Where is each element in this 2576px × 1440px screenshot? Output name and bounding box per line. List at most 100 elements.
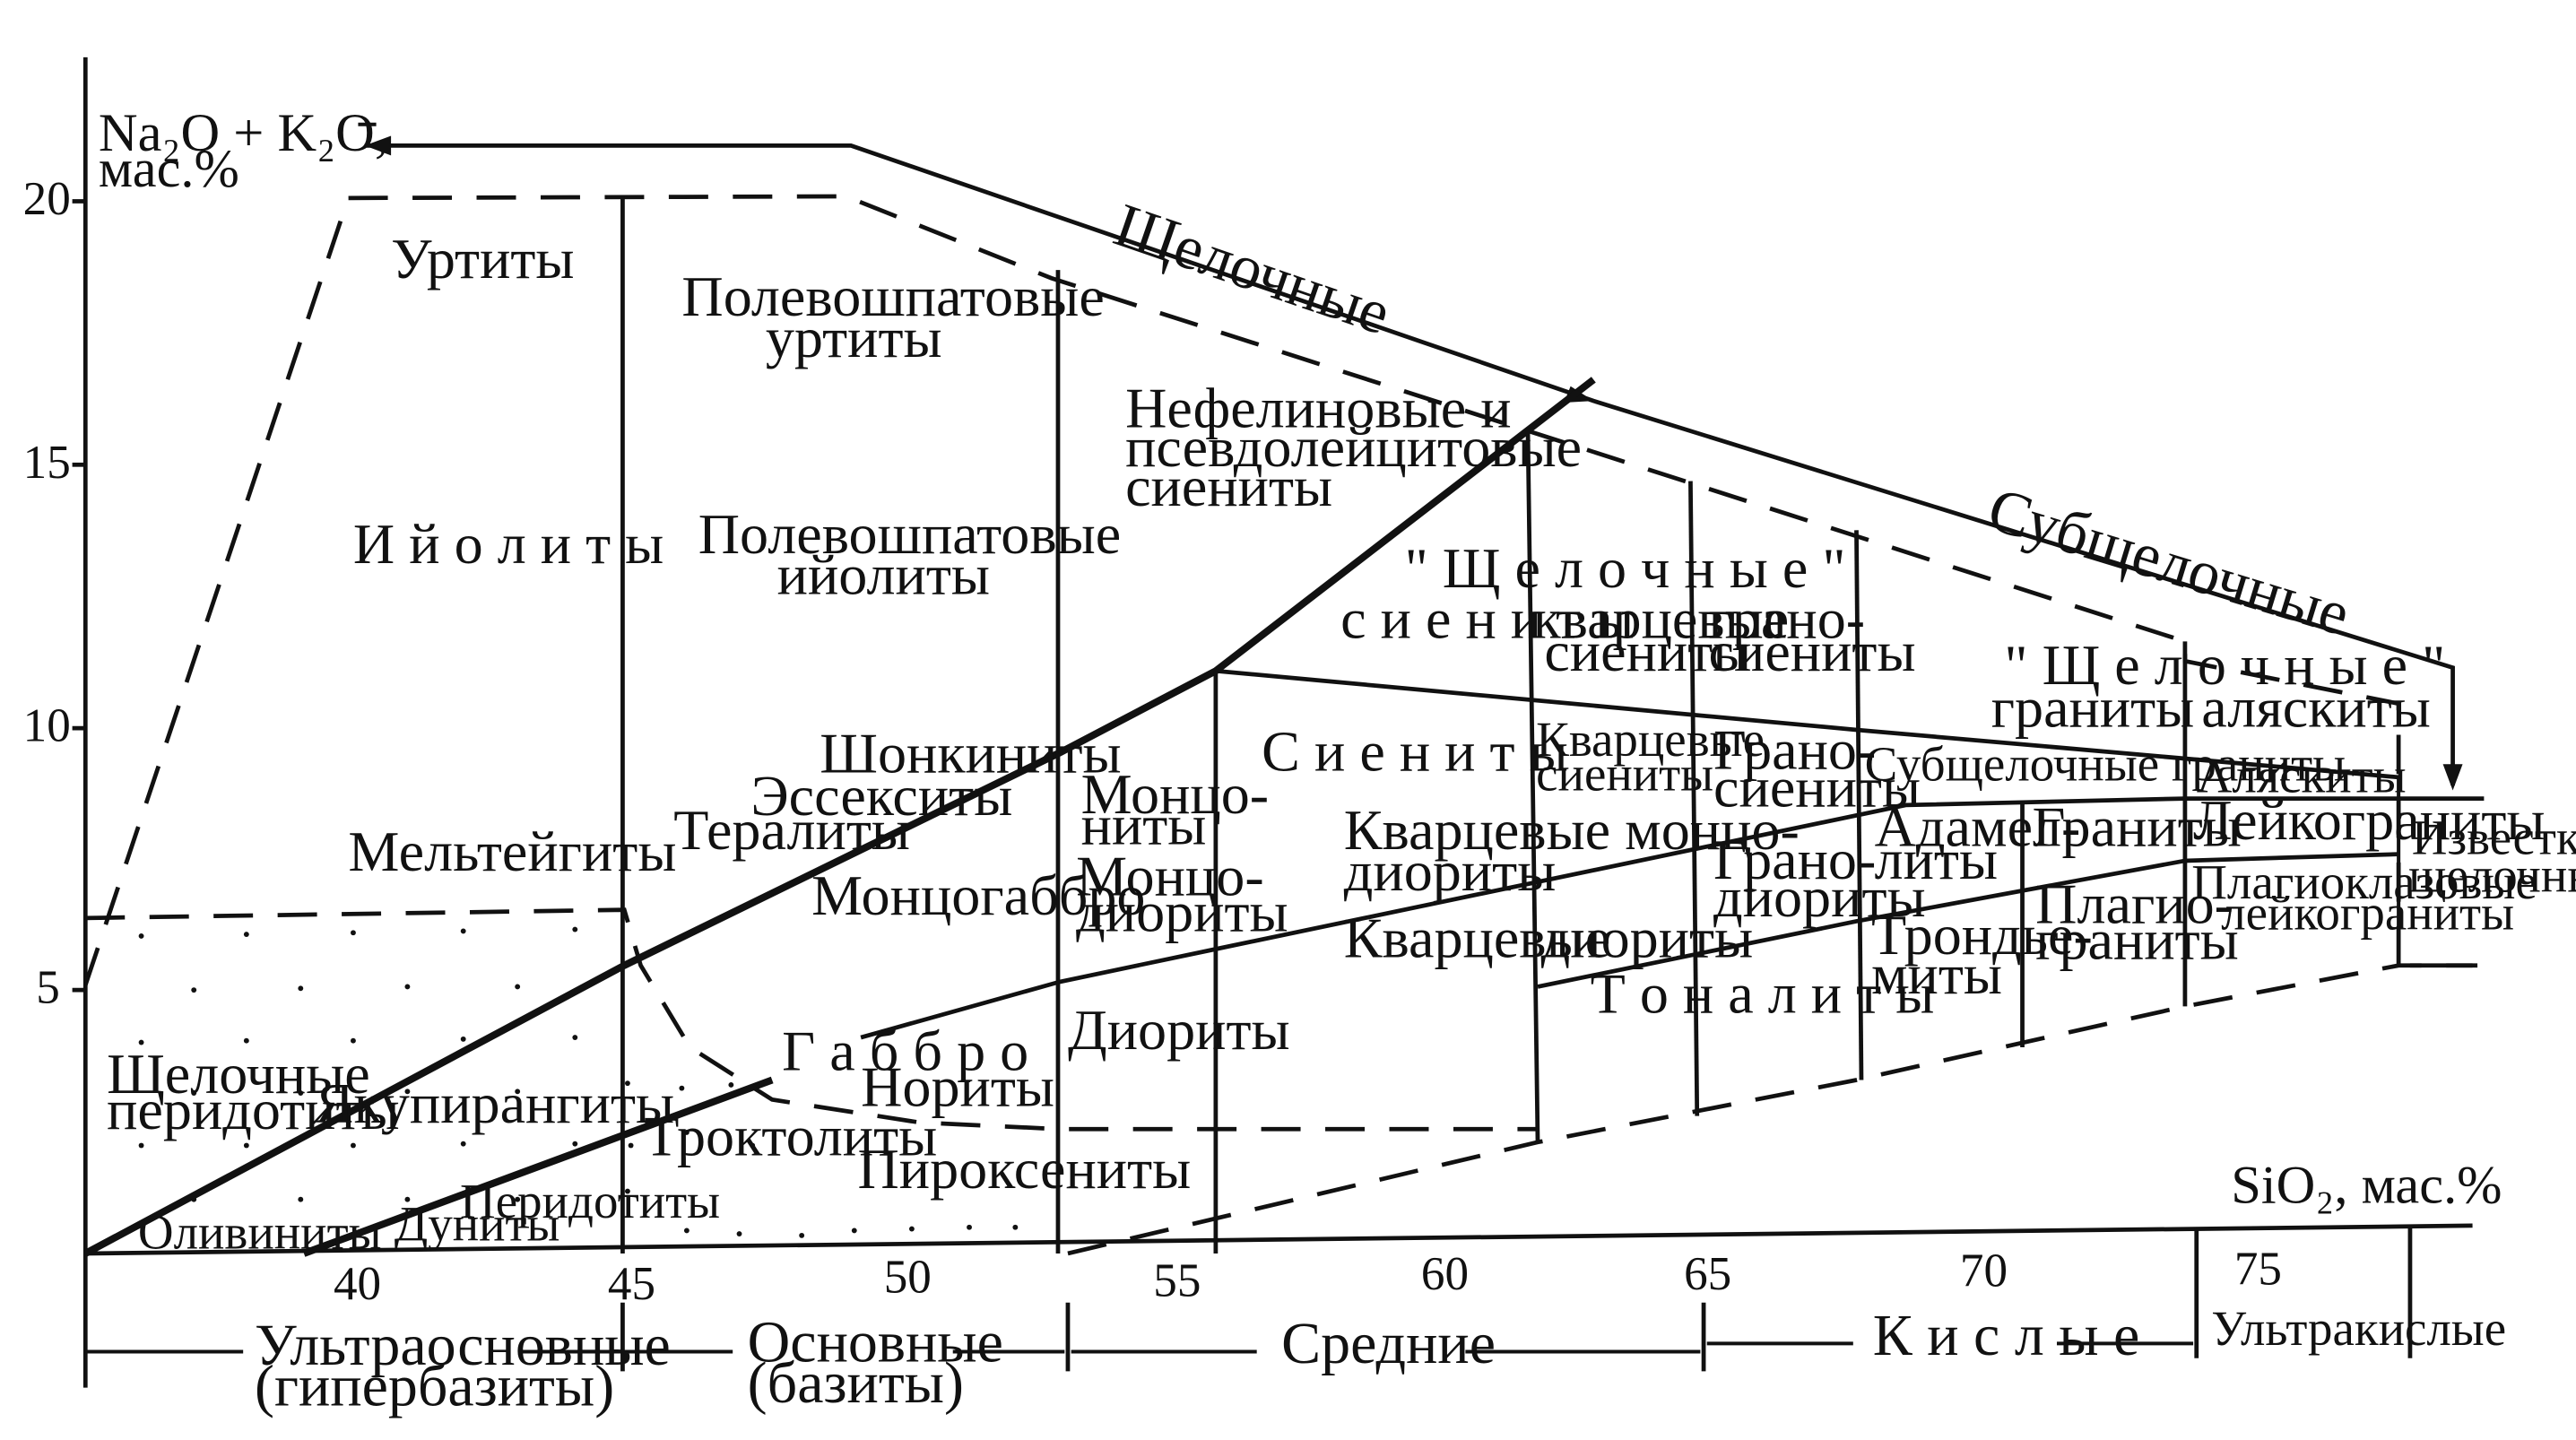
field-label: Плагиоклазовые [2191, 854, 2537, 909]
field-label: сиениты [1536, 747, 1713, 802]
ultraacid-group-label: Ультракислые [2211, 1301, 2506, 1356]
field-label: Аляскиты [2197, 748, 2407, 802]
field-label: Монцо- [1076, 844, 1264, 907]
field-label: диориты [1344, 839, 1557, 903]
field-label: с и е н и т ы [1340, 587, 1634, 651]
y-axis-title-unit: мас.% [99, 139, 239, 199]
stipple-dot [243, 1037, 249, 1044]
stipple-dot [138, 1039, 144, 1045]
field-label: перидотиты [107, 1078, 399, 1141]
field-label: граниты [1991, 675, 2195, 739]
field-label: псевдолейцитовые [1125, 415, 1582, 479]
field-label: Дуниты [395, 1196, 560, 1251]
field-label: Т о н а л и т ы [1591, 962, 1935, 1026]
stipple-dot [908, 1226, 915, 1232]
stipple-dot [851, 1227, 857, 1234]
x-tick-label: 55 [1153, 1254, 1201, 1306]
group-brackets [85, 1227, 2413, 1372]
stipple-dot [460, 1141, 466, 1147]
field-label: Шонкиниты [820, 722, 1121, 785]
ultrabasic-group-sub: (гипербазиты) [255, 1354, 614, 1419]
field-label: Оливиниты [138, 1205, 382, 1260]
field-label: диориты [1713, 865, 1926, 929]
stipple-dot [404, 1089, 411, 1095]
stipple-dot [799, 1232, 805, 1238]
y-ticks [72, 199, 86, 993]
stipple-dot [967, 1224, 972, 1230]
calc-alkaline-label: Известково- [2412, 811, 2576, 865]
field-label: Плагио- [2035, 872, 2233, 935]
field-label: И й о л и т ы [353, 512, 664, 576]
stipple-dot [624, 1188, 630, 1194]
x-axis-title: SiO₂, мас.% [2231, 1155, 2502, 1215]
stipple-dot [191, 1196, 197, 1202]
field-label: Перидотиты [460, 1174, 720, 1228]
stipple-dot [683, 1129, 690, 1135]
basic-group-sub: (базиты) [748, 1350, 964, 1416]
field-label: Нефелиновые и [1125, 376, 1511, 439]
field-label: Пироксениты [857, 1137, 1191, 1201]
subalkaline-divide-lower [302, 1076, 774, 1257]
field-label: Кварцевые [1344, 907, 1610, 970]
field-label: миты [1871, 942, 2002, 1006]
field-label: Кварцевые [1536, 712, 1765, 767]
field-label: Трондье- [1871, 903, 2093, 967]
x-axis [85, 1223, 2473, 1256]
stipple-dot [515, 984, 521, 990]
y-tick-label: 5 [36, 962, 60, 1014]
stipple-dot [1012, 1224, 1019, 1230]
stipple-dot [351, 1037, 356, 1044]
field-label: Грано- [1713, 828, 1876, 891]
field-label: " Щ е л о ч н ы е " [1405, 536, 1846, 600]
field-label: " Щ е л о ч н ы е " [2004, 633, 2445, 697]
stipple-dot [404, 1196, 411, 1202]
basic-group-label: Основные [748, 1310, 1003, 1375]
alkaline-outer-boundary [83, 194, 2401, 986]
field-label: лейкограниты [2221, 886, 2514, 941]
axes: 20 15 10 5 40 45 50 55 60 65 70 75 Na₂O … [23, 56, 2502, 1388]
field-label: Лейкограниты [2193, 788, 2545, 852]
stipple-dot [515, 1196, 521, 1202]
calc-alkaline-label-2: щелочные [2408, 848, 2576, 903]
y-tick-label: 15 [23, 437, 71, 489]
field-label: Полевошпатовые [698, 502, 1121, 566]
stipple-dot [298, 1196, 304, 1202]
field-label: диориты [1541, 907, 1754, 970]
field-label: ниты [1081, 794, 1207, 857]
x-tick-label: 45 [608, 1258, 655, 1310]
x-tick-label: 70 [1960, 1245, 2008, 1297]
field-label: Нориты [861, 1055, 1054, 1119]
field-label: Эссекситы [750, 764, 1012, 828]
x-tick-label: 75 [2234, 1244, 2282, 1296]
arrow-head [364, 135, 392, 156]
stipple-dot [191, 987, 197, 993]
field-label: Г а б б р о [782, 1019, 1028, 1083]
arrow-head [2442, 764, 2463, 791]
stipple [138, 926, 1019, 1238]
field-label: литы [1875, 828, 1998, 891]
stipple-dot [628, 1142, 634, 1149]
field-label: аляскиты [2201, 675, 2431, 739]
field-label: Мельтейгиты [348, 820, 676, 883]
field-label: Диориты [1068, 998, 1290, 1062]
field-label: Тералиты [673, 798, 910, 862]
y-tick-label: 20 [23, 173, 71, 225]
field-label: грано- [1709, 587, 1866, 651]
basic-field-boundary [85, 907, 1539, 1132]
stipple-dot [460, 1036, 466, 1042]
stipple-dot [404, 984, 411, 990]
field-label: Уртиты [391, 227, 574, 291]
field-labels: Уртиты И й о л и т ы Мельтейгиты Щелочны… [107, 227, 2545, 1259]
field-label: Троктолиты [644, 1105, 937, 1168]
stipple-dot [679, 1085, 685, 1091]
field-label: ийолиты [777, 543, 990, 607]
stipple-dot [624, 1080, 630, 1087]
field-label: С и е н и т ы [1262, 720, 1567, 784]
field-label: Монцо- [1081, 762, 1270, 826]
field-label: диориты [1076, 880, 1288, 944]
alkaline-subalkaline-divide [83, 377, 1596, 1257]
field-label: кварцевые [1533, 587, 1790, 651]
stipple-dot [572, 926, 578, 933]
intermediate-group-label: Средние [1281, 1311, 1496, 1376]
field-label: сиениты [1125, 455, 1332, 518]
